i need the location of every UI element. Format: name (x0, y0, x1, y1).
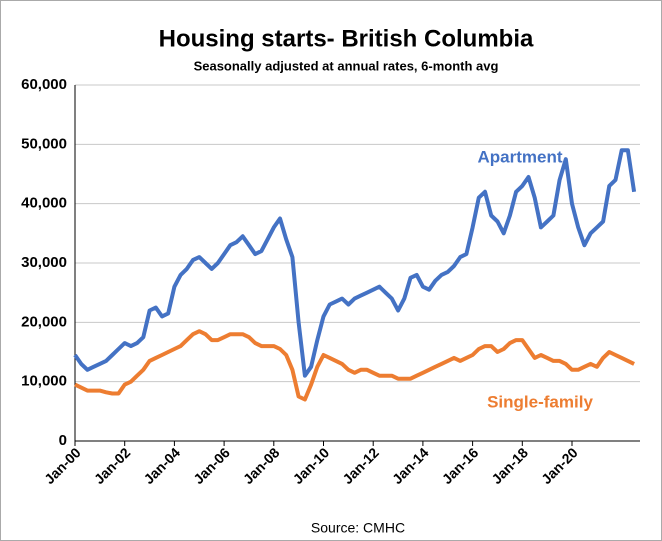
chart-subtitle: Seasonally adjusted at annual rates, 6-m… (194, 58, 499, 73)
series-label: Apartment (477, 147, 562, 166)
y-tick-label: 20,000 (21, 313, 67, 330)
y-tick-label: 40,000 (21, 195, 67, 212)
y-tick-label: 30,000 (21, 254, 67, 271)
series-line (73, 148, 637, 378)
y-tick-label: 0 (59, 432, 67, 449)
series-label: Single-family (487, 392, 593, 411)
y-tick-label: 10,000 (21, 373, 67, 390)
series-line (74, 329, 635, 402)
y-tick-label: 50,000 (21, 135, 67, 152)
y-tick-label: 60,000 (21, 76, 67, 93)
source-note: Source: CMHC (311, 520, 405, 536)
chart-title: Housing starts- British Columbia (159, 25, 534, 52)
